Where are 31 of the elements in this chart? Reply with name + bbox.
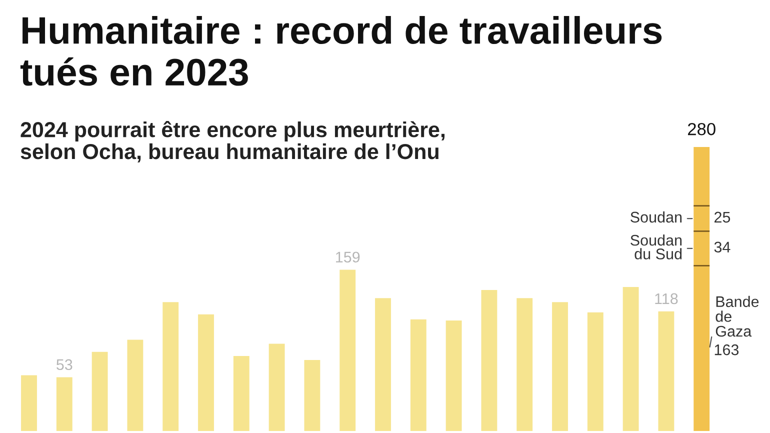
bar (516, 298, 533, 431)
data-label: 53 (56, 359, 72, 370)
bar (340, 270, 356, 431)
data-label: 34 (714, 242, 730, 253)
bar (622, 286, 639, 431)
bar (56, 377, 72, 431)
bar (446, 320, 462, 431)
chart-subtitle: 2024 pourrait être encore plus meurtrière, selon Ocha, bureau humanitaire de l’Onu (20, 121, 444, 162)
chart-title: Humanitaire : record de travailleurs tués en 2023 (20, 16, 662, 86)
bar (127, 340, 144, 431)
data-label: 159 (336, 252, 360, 263)
data-label: 118 (655, 293, 678, 304)
total-label: 280 (688, 122, 716, 136)
bar (268, 344, 285, 431)
data-label: 25 (714, 212, 730, 223)
series-label: Soudan (630, 211, 682, 223)
bar (552, 302, 568, 431)
bar (658, 311, 674, 431)
bar (481, 290, 498, 431)
series-label: Bande de Gaza (716, 296, 759, 337)
bar (198, 314, 214, 431)
bar (304, 360, 320, 431)
bar (587, 312, 604, 431)
bar (21, 375, 37, 431)
data-label: 163 (714, 344, 739, 356)
bar (92, 352, 108, 431)
bar (233, 356, 250, 431)
series-label: Soudan du Sud (630, 234, 682, 260)
bar (410, 319, 426, 431)
bar (375, 298, 391, 431)
bar (162, 302, 179, 431)
